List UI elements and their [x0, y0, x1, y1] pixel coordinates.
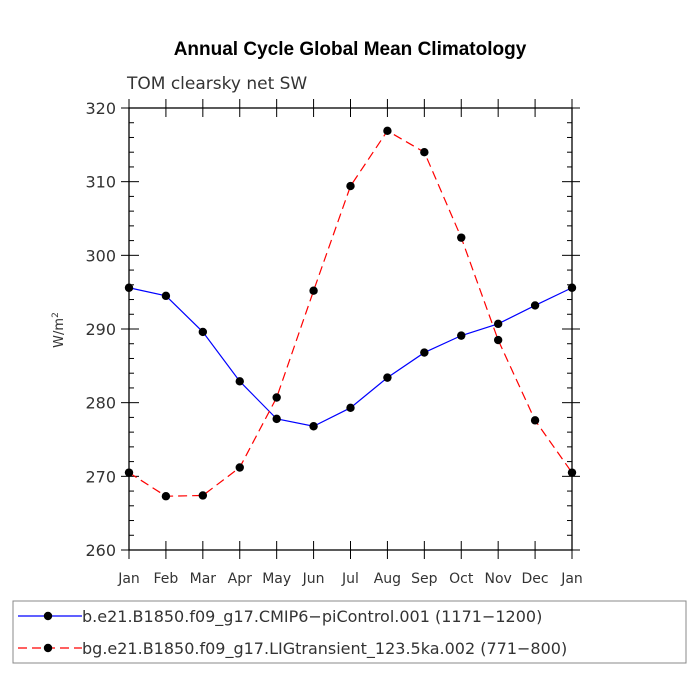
- x-tick-label: Jan: [560, 571, 583, 587]
- series-1-point: [420, 348, 429, 357]
- series-2-point: [161, 492, 171, 501]
- legend-label-2: bg.e21.B1850.f09_g17.LIGtransient_123.5k…: [82, 639, 567, 659]
- series-1-point: [346, 403, 355, 413]
- y-tick-label: 270: [85, 467, 116, 486]
- chart-title: Annual Cycle Global Mean Climatology: [174, 39, 527, 60]
- legend-label-1: b.e21.B1850.f09_g17.CMIP6−piControl.001 …: [82, 607, 542, 627]
- y-axis-label-superscript: 2: [51, 312, 61, 318]
- series-1-point: [530, 301, 540, 310]
- series-2-point: [567, 468, 577, 477]
- series-2-point: [346, 181, 355, 191]
- series-2-point: [309, 286, 318, 295]
- x-tick-label: Nov: [485, 571, 512, 587]
- series-2-point: [530, 416, 540, 425]
- series-1-point: [161, 291, 171, 301]
- x-tick-label: May: [262, 571, 291, 587]
- series-2-point: [235, 463, 244, 472]
- x-tick-label: Feb: [154, 571, 179, 587]
- plot-frame: [128, 107, 573, 551]
- x-tick-label: Jul: [341, 571, 359, 587]
- y-tick-label: 320: [85, 99, 116, 118]
- series-2-point: [272, 393, 281, 402]
- series-2-point: [457, 233, 466, 242]
- legend-box: [12, 600, 687, 664]
- legend-marker-1: [43, 611, 53, 621]
- x-tick-label: Aug: [374, 571, 401, 587]
- series-2-point: [383, 126, 392, 136]
- x-tick-label: Mar: [190, 571, 217, 587]
- y-tick-label: 260: [85, 541, 116, 560]
- series-1-point: [235, 377, 244, 386]
- x-axis: Jan Feb Mar Apr May Jun Jul Aug Sep Oct Nov Dec Jan: [117, 99, 583, 587]
- y-tick-label: 300: [85, 246, 116, 265]
- series-1-point: [567, 283, 577, 292]
- x-tick-label: Oct: [449, 571, 474, 587]
- series-1-point: [309, 422, 318, 431]
- series-1-point: [272, 414, 281, 424]
- series-2-point: [420, 148, 429, 157]
- legend-marker-2: [43, 643, 53, 653]
- series-2-point: [198, 491, 208, 500]
- legend: b.e21.B1850.f09_g17.CMIP6−piControl.001 …: [18, 607, 567, 659]
- y-tick-label: 310: [85, 173, 116, 192]
- y-axis: 260 270 280 290 300 310 320: [85, 99, 580, 560]
- series-1-point: [457, 331, 466, 340]
- x-tick-label: Sep: [411, 571, 438, 587]
- series-2-point: [493, 335, 503, 345]
- x-tick-label: Dec: [522, 571, 549, 587]
- y-tick-label: 280: [85, 394, 116, 413]
- chart-subtitle: TOM clearsky net SW: [126, 74, 307, 94]
- series-2-point: [124, 468, 134, 477]
- series-1-point: [198, 327, 208, 337]
- series-1-point: [124, 283, 134, 292]
- x-tick-label: Jun: [302, 571, 325, 587]
- y-axis-label: W/m2: [51, 312, 67, 348]
- y-tick-label: 290: [85, 320, 116, 339]
- x-tick-label: Apr: [228, 571, 252, 587]
- series-layer: [124, 126, 577, 501]
- x-tick-label: Jan: [117, 571, 140, 587]
- series-1-point: [493, 319, 503, 329]
- series-1-point: [383, 373, 392, 382]
